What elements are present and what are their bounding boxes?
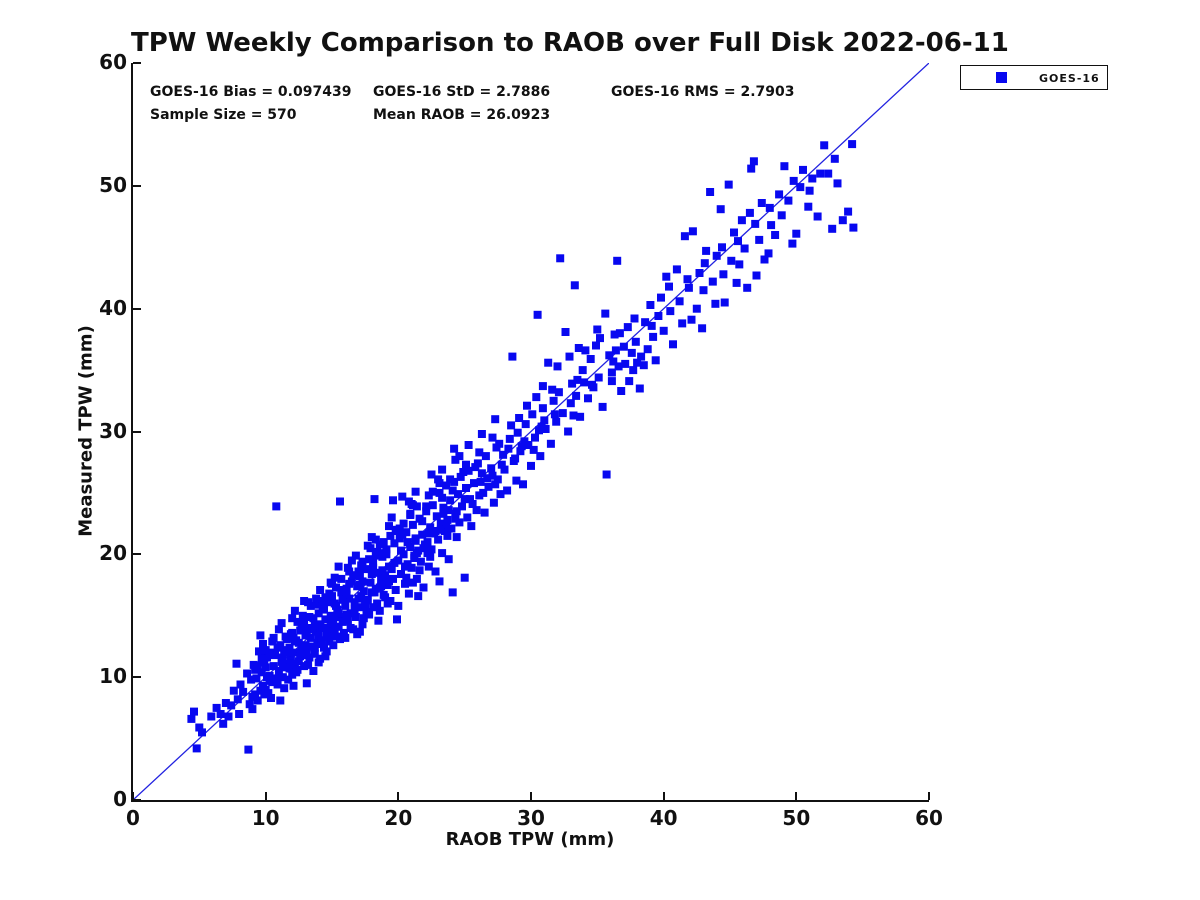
stat-rms: GOES-16 RMS = 2.7903 — [611, 84, 795, 100]
x-tick-label: 10 — [251, 806, 280, 830]
y-tick-label: 40 — [99, 295, 127, 320]
y-tick-mark — [133, 307, 141, 310]
scatter-canvas — [133, 63, 929, 800]
plot-area — [131, 62, 930, 802]
stat-bias: GOES-16 Bias = 0.097439 — [150, 84, 352, 100]
x-tick-mark — [264, 792, 267, 800]
x-tick-mark — [530, 792, 532, 800]
y-tick-label: 20 — [99, 541, 127, 566]
x-tick-label: 40 — [649, 806, 678, 830]
chart-title: TPW Weekly Comparison to RAOB over Full … — [131, 28, 1009, 58]
x-tick-mark — [132, 792, 134, 800]
y-tick-label: 0 — [113, 787, 127, 811]
stat-sample-size: Sample Size = 570 — [150, 107, 297, 123]
y-tick-label: 30 — [99, 418, 127, 443]
scatter-points — [187, 140, 858, 754]
y-tick-mark — [133, 676, 141, 679]
stat-std: GOES-16 StD = 2.7886 — [373, 84, 551, 100]
y-tick-mark — [133, 799, 141, 801]
stat-mean-raob: Mean RAOB = 26.0923 — [373, 107, 551, 123]
y-tick-mark — [133, 62, 141, 64]
legend-label: GOES-16 — [1039, 72, 1100, 85]
y-tick-mark — [133, 553, 141, 556]
y-tick-label: 60 — [99, 50, 127, 74]
x-tick-label: 0 — [126, 806, 140, 830]
x-tick-mark — [795, 792, 798, 800]
x-axis-label: RAOB TPW (mm) — [445, 829, 615, 850]
x-tick-label: 50 — [782, 806, 811, 830]
identity-line — [133, 63, 929, 800]
y-tick-mark — [133, 430, 141, 433]
x-tick-label: 60 — [915, 806, 943, 830]
x-tick-mark — [662, 792, 665, 800]
legend-box: GOES-16 — [960, 65, 1108, 90]
legend-marker-square-icon — [996, 72, 1007, 83]
y-tick-label: 10 — [99, 664, 127, 689]
x-tick-label: 30 — [517, 806, 545, 830]
x-tick-mark — [928, 792, 930, 800]
x-tick-mark — [397, 792, 400, 800]
y-tick-mark — [133, 184, 141, 187]
y-tick-label: 50 — [99, 172, 127, 197]
x-tick-label: 20 — [384, 806, 413, 830]
